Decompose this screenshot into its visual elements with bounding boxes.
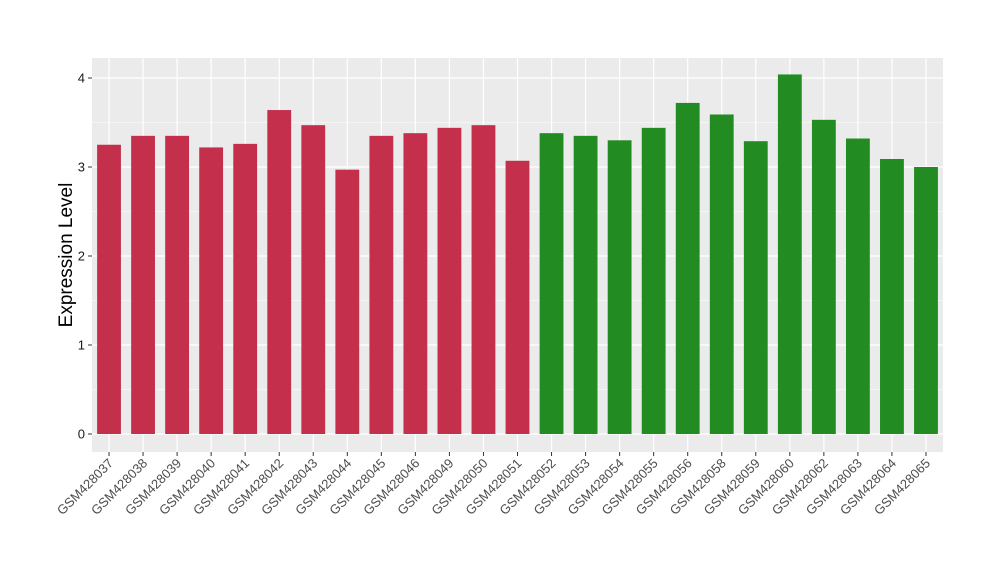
bar-GSM428040 xyxy=(199,147,224,435)
bar-GSM428062 xyxy=(811,119,836,434)
y-tick-label: 1 xyxy=(78,338,85,353)
bar-GSM428041 xyxy=(233,143,258,435)
bar-GSM428059 xyxy=(743,141,768,434)
bar-GSM428052 xyxy=(539,133,564,434)
y-tick-label: 4 xyxy=(78,71,85,86)
bar-GSM428043 xyxy=(301,125,326,435)
bar-GSM428065 xyxy=(914,167,938,434)
bar-GSM428042 xyxy=(267,110,292,434)
bar-GSM428056 xyxy=(675,102,700,435)
bar-GSM428044 xyxy=(335,169,360,435)
bar-GSM428051 xyxy=(505,160,530,434)
bar-GSM428039 xyxy=(165,135,190,434)
y-tick-label: 0 xyxy=(78,427,85,442)
y-tick-label: 3 xyxy=(78,160,85,175)
bar-GSM428037 xyxy=(97,144,121,434)
bar-GSM428055 xyxy=(641,127,666,434)
bar-GSM428046 xyxy=(403,133,428,434)
bar-GSM428038 xyxy=(131,135,155,434)
y-axis-title: Expression Level xyxy=(56,183,77,328)
x-axis: GSM428037GSM428038GSM428039GSM428040GSM4… xyxy=(54,452,933,518)
y-axis: 0 1 2 3 4 xyxy=(78,71,92,442)
bar-GSM428053 xyxy=(573,135,598,434)
y-tick-label: 2 xyxy=(78,249,85,264)
bar-GSM428054 xyxy=(607,140,632,435)
bar-GSM428045 xyxy=(369,135,394,434)
bar-GSM428050 xyxy=(471,125,496,435)
bars-group xyxy=(97,74,938,435)
bar-GSM428058 xyxy=(709,114,734,435)
bar-GSM428060 xyxy=(777,74,802,434)
bar-GSM428064 xyxy=(880,158,904,435)
bar-GSM428049 xyxy=(437,127,462,434)
bar-GSM428063 xyxy=(845,138,870,434)
